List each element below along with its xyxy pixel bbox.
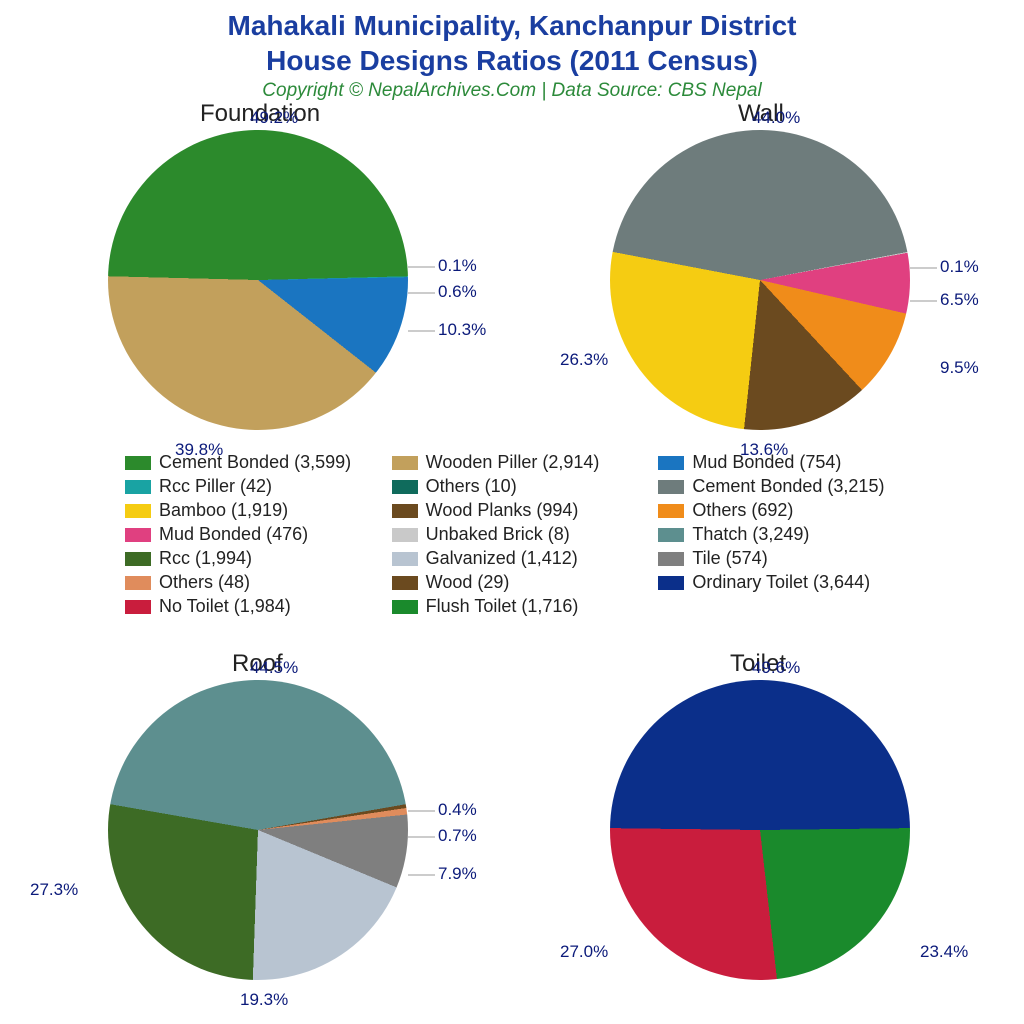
- w-pct-2: 6.5%: [940, 290, 979, 310]
- legend-label: Cement Bonded (3,599): [159, 452, 351, 473]
- f-pct-0: 49.2%: [250, 108, 298, 128]
- f-pct-1: 0.1%: [438, 256, 477, 276]
- legend-swatch: [125, 528, 151, 542]
- legend-item: Cement Bonded (3,599): [125, 452, 382, 473]
- legend-item: Tile (574): [658, 548, 915, 569]
- legend-label: Others (10): [426, 476, 517, 497]
- legend-swatch: [392, 456, 418, 470]
- r-pct-0: 44.5%: [250, 658, 298, 678]
- legend-label: Galvanized (1,412): [426, 548, 578, 569]
- legend-label: Unbaked Brick (8): [426, 524, 570, 545]
- r-pct-2: 0.7%: [438, 826, 477, 846]
- legend-swatch: [392, 528, 418, 542]
- f-pct-3: 10.3%: [438, 320, 486, 340]
- legend-item: Wooden Piller (2,914): [392, 452, 649, 473]
- legend-item: Rcc (1,994): [125, 548, 382, 569]
- legend-swatch: [125, 504, 151, 518]
- legend-item: Wood Planks (994): [392, 500, 649, 521]
- legend-item: Ordinary Toilet (3,644): [658, 572, 915, 593]
- legend-swatch: [125, 576, 151, 590]
- legend-item: Rcc Piller (42): [125, 476, 382, 497]
- legend-item: Others (48): [125, 572, 382, 593]
- legend-item: Others (10): [392, 476, 649, 497]
- legend-label: Wood (29): [426, 572, 510, 593]
- legend-label: Mud Bonded (754): [692, 452, 841, 473]
- w-pct-3: 9.5%: [940, 358, 979, 378]
- legend-item: Mud Bonded (476): [125, 524, 382, 545]
- legend-swatch: [125, 480, 151, 494]
- legend-label: Mud Bonded (476): [159, 524, 308, 545]
- legend-label: No Toilet (1,984): [159, 596, 291, 617]
- w-pct-0: 44.0%: [752, 108, 800, 128]
- legend-swatch: [125, 600, 151, 614]
- r-pct-4: 19.3%: [240, 990, 288, 1010]
- legend-swatch: [658, 480, 684, 494]
- legend-swatch: [658, 504, 684, 518]
- legend-label: Cement Bonded (3,215): [692, 476, 884, 497]
- legend-item: Cement Bonded (3,215): [658, 476, 915, 497]
- legend-swatch: [125, 456, 151, 470]
- legend-item: Flush Toilet (1,716): [392, 596, 649, 617]
- legend-item: Thatch (3,249): [658, 524, 915, 545]
- legend-label: Wood Planks (994): [426, 500, 579, 521]
- legend-swatch: [392, 576, 418, 590]
- legend-label: Ordinary Toilet (3,644): [692, 572, 870, 593]
- r-pct-3: 7.9%: [438, 864, 477, 884]
- legend-swatch: [392, 504, 418, 518]
- legend-label: Thatch (3,249): [692, 524, 809, 545]
- legend-item: Others (692): [658, 500, 915, 521]
- legend-label: Wooden Piller (2,914): [426, 452, 600, 473]
- legend-swatch: [658, 528, 684, 542]
- legend-item: Wood (29): [392, 572, 649, 593]
- legend-item: Bamboo (1,919): [125, 500, 382, 521]
- legend-swatch: [658, 576, 684, 590]
- legend-swatch: [125, 552, 151, 566]
- legend-label: Rcc Piller (42): [159, 476, 272, 497]
- legend-label: Others (692): [692, 500, 793, 521]
- legend-label: Tile (574): [692, 548, 767, 569]
- t-pct-1: 23.4%: [920, 942, 968, 962]
- w-pct-5: 26.3%: [560, 350, 608, 370]
- legend-swatch: [658, 456, 684, 470]
- legend-swatch: [658, 552, 684, 566]
- legend-item: No Toilet (1,984): [125, 596, 382, 617]
- legend-label: Bamboo (1,919): [159, 500, 288, 521]
- f-pct-2: 0.6%: [438, 282, 477, 302]
- legend-label: Rcc (1,994): [159, 548, 252, 569]
- r-pct-1: 0.4%: [438, 800, 477, 820]
- w-pct-1: 0.1%: [940, 257, 979, 277]
- legend-label: Others (48): [159, 572, 250, 593]
- t-pct-2: 27.0%: [560, 942, 608, 962]
- r-pct-5: 27.3%: [30, 880, 78, 900]
- legend-item: Galvanized (1,412): [392, 548, 649, 569]
- legend-swatch: [392, 480, 418, 494]
- legend: Cement Bonded (3,599) Wooden Piller (2,91…: [125, 452, 915, 617]
- legend-swatch: [392, 552, 418, 566]
- legend-swatch: [392, 600, 418, 614]
- legend-item: Unbaked Brick (8): [392, 524, 649, 545]
- t-pct-0: 49.6%: [752, 658, 800, 678]
- legend-label: Flush Toilet (1,716): [426, 596, 579, 617]
- legend-item: Mud Bonded (754): [658, 452, 915, 473]
